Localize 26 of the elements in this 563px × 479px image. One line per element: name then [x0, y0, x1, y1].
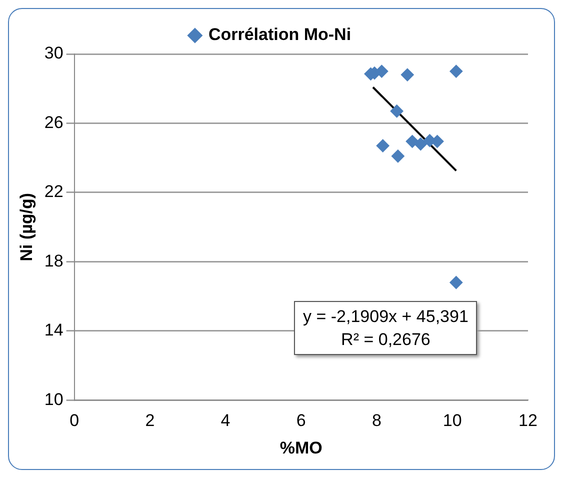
y-tick-label: 30: [44, 44, 64, 63]
legend-label: Corrélation Mo-Ni: [208, 25, 352, 44]
y-tick-label: 14: [44, 320, 64, 340]
point: [450, 276, 463, 289]
y-tick-label: 22: [44, 182, 64, 202]
y-axis-title: Ni (µg/g): [16, 192, 36, 262]
y-tick-label: 18: [44, 251, 64, 270]
point: [450, 64, 463, 78]
point: [390, 104, 404, 118]
annotation: R² = 0,2676: [340, 329, 432, 351]
point: [375, 64, 388, 78]
point: [391, 150, 404, 163]
x-tick-label: 10: [442, 411, 462, 430]
x-tick-label: 4: [220, 411, 230, 430]
annotation: y = -2,1909x + 45,391: [303, 306, 468, 328]
x-tick-label: 0: [70, 411, 80, 430]
point: [414, 138, 428, 151]
x-tick-label: 12: [518, 411, 538, 430]
point: [376, 139, 390, 152]
y-tick-label: 10: [44, 390, 64, 409]
point: [400, 68, 414, 82]
x-tick-label: 6: [296, 411, 306, 430]
x-axis-title: %MO: [280, 438, 322, 458]
y-tick-label: 26: [44, 112, 64, 132]
x-tick-label: 8: [372, 411, 382, 430]
x-tick-label: 2: [145, 411, 155, 430]
